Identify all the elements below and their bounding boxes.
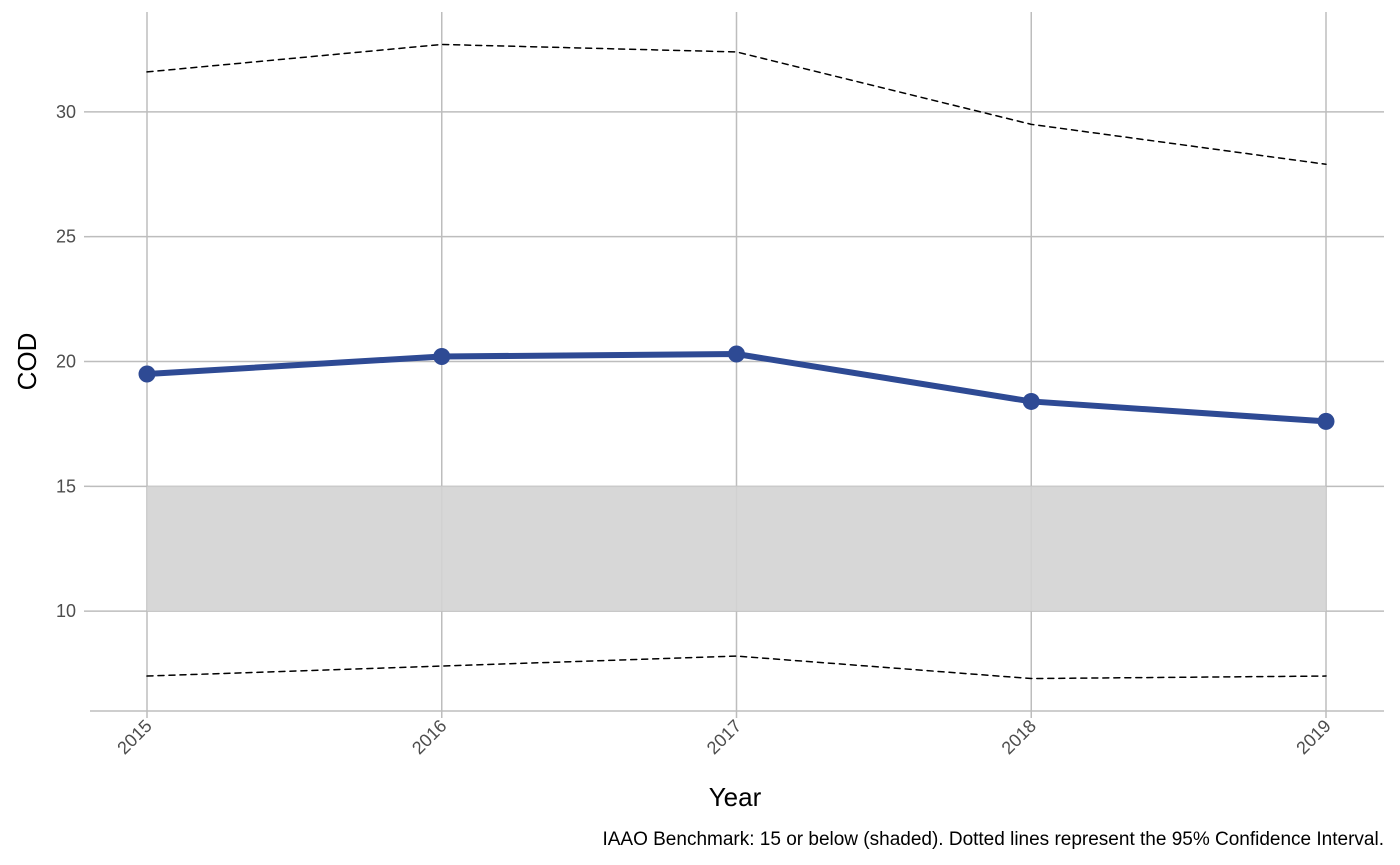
x-axis-title: Year bbox=[709, 782, 762, 812]
cod-point bbox=[1022, 392, 1040, 410]
y-tick-label: 15 bbox=[56, 476, 76, 496]
x-tick-label: 2019 bbox=[1292, 716, 1334, 758]
x-axis-ticks: 2015 2016 2017 2018 2019 bbox=[113, 711, 1335, 758]
cod-point bbox=[138, 365, 156, 383]
cod-point bbox=[433, 348, 451, 366]
y-axis-ticks: 10 15 20 25 30 bbox=[56, 102, 90, 621]
x-tick-label: 2018 bbox=[998, 716, 1040, 758]
x-tick-label: 2017 bbox=[703, 716, 745, 758]
cod-point bbox=[728, 345, 745, 363]
benchmark-band bbox=[147, 486, 1326, 612]
y-axis-title: COD bbox=[12, 333, 42, 391]
upper-ci-line bbox=[146, 43, 1327, 166]
y-tick-label: 25 bbox=[56, 227, 76, 247]
y-tick-label: 20 bbox=[56, 352, 76, 372]
x-tick-label: 2015 bbox=[113, 716, 155, 758]
lower-ci-line bbox=[146, 655, 1327, 680]
series-layer bbox=[138, 43, 1335, 680]
chart-caption: IAAO Benchmark: 15 or below (shaded). Do… bbox=[602, 829, 1384, 850]
y-tick-label: 10 bbox=[56, 601, 76, 621]
y-tick-label: 30 bbox=[56, 102, 76, 122]
x-tick-label: 2016 bbox=[408, 716, 450, 758]
cod-point bbox=[1317, 412, 1335, 430]
